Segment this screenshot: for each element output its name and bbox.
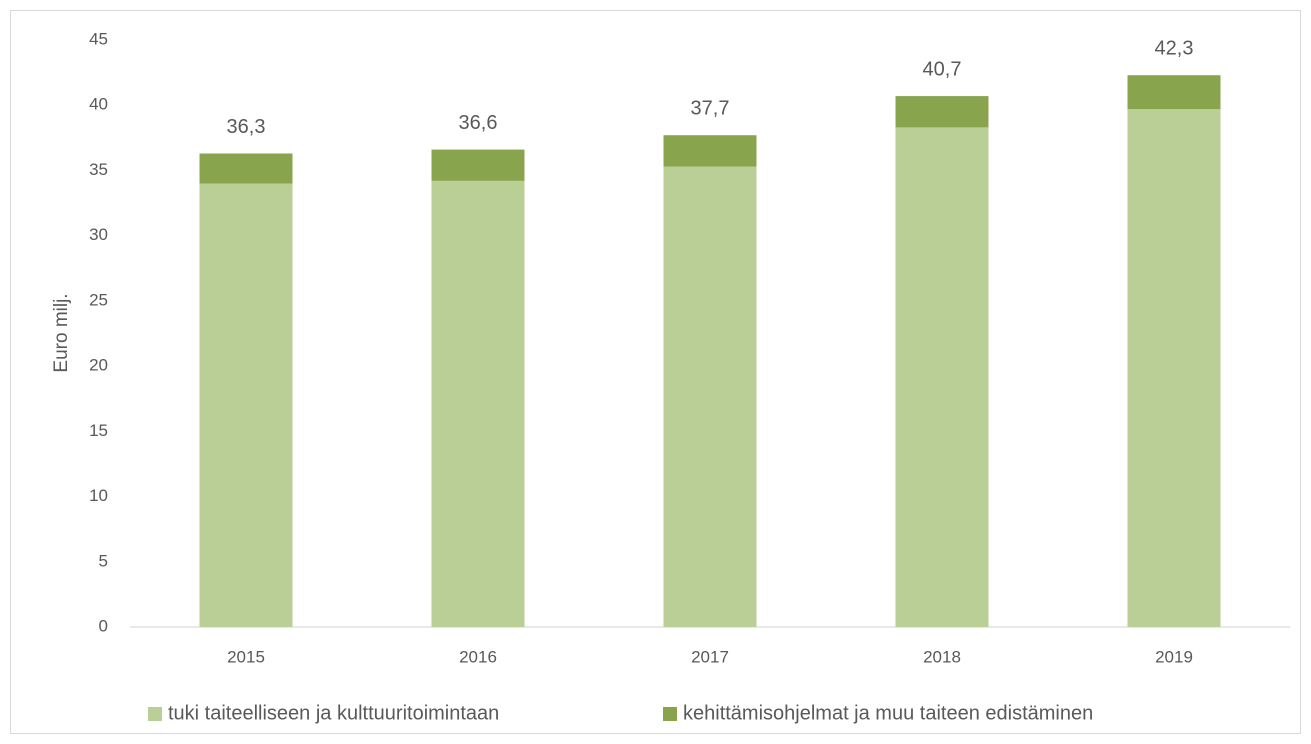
y-tick-label: 25 [89, 290, 108, 309]
y-tick-label: 45 [89, 29, 108, 48]
legend-label: tuki taiteelliseen ja kulttuuritoimintaa… [168, 702, 499, 724]
bar-segment [663, 166, 757, 627]
y-axis-title: Euro milj. [51, 293, 72, 372]
y-tick-label: 0 [99, 616, 108, 635]
y-tick-label: 35 [89, 160, 108, 179]
legend-label: kehittämisohjelmat ja muu taiteen edistä… [683, 702, 1093, 724]
y-tick-label: 15 [89, 421, 108, 440]
x-tick-label: 2017 [691, 647, 729, 666]
x-tick-label: 2019 [1155, 647, 1193, 666]
total-label: 40,7 [923, 58, 962, 80]
x-tick-label: 2015 [227, 647, 265, 666]
legend-swatch [148, 707, 162, 721]
bar-segment [199, 153, 293, 184]
total-label: 36,3 [227, 116, 266, 138]
bar-segment [895, 127, 989, 628]
bar-segment [199, 183, 293, 627]
legend-swatch [663, 707, 677, 721]
y-tick-label: 10 [89, 486, 108, 505]
bar-segment [431, 149, 525, 181]
bar-segment [1127, 75, 1221, 110]
total-label: 36,6 [459, 112, 498, 134]
x-tick-label: 2018 [923, 647, 961, 666]
total-label: 42,3 [1155, 38, 1194, 60]
bar-segment [663, 135, 757, 167]
y-tick-label: 30 [89, 225, 108, 244]
total-label: 37,7 [691, 98, 730, 120]
x-tick-label: 2016 [459, 647, 497, 666]
bar-segment [1127, 109, 1221, 627]
bar-segment [431, 180, 525, 627]
bar-segment [895, 96, 989, 128]
y-tick-label: 20 [89, 356, 108, 375]
y-tick-label: 5 [99, 551, 108, 570]
y-tick-label: 40 [89, 95, 108, 114]
